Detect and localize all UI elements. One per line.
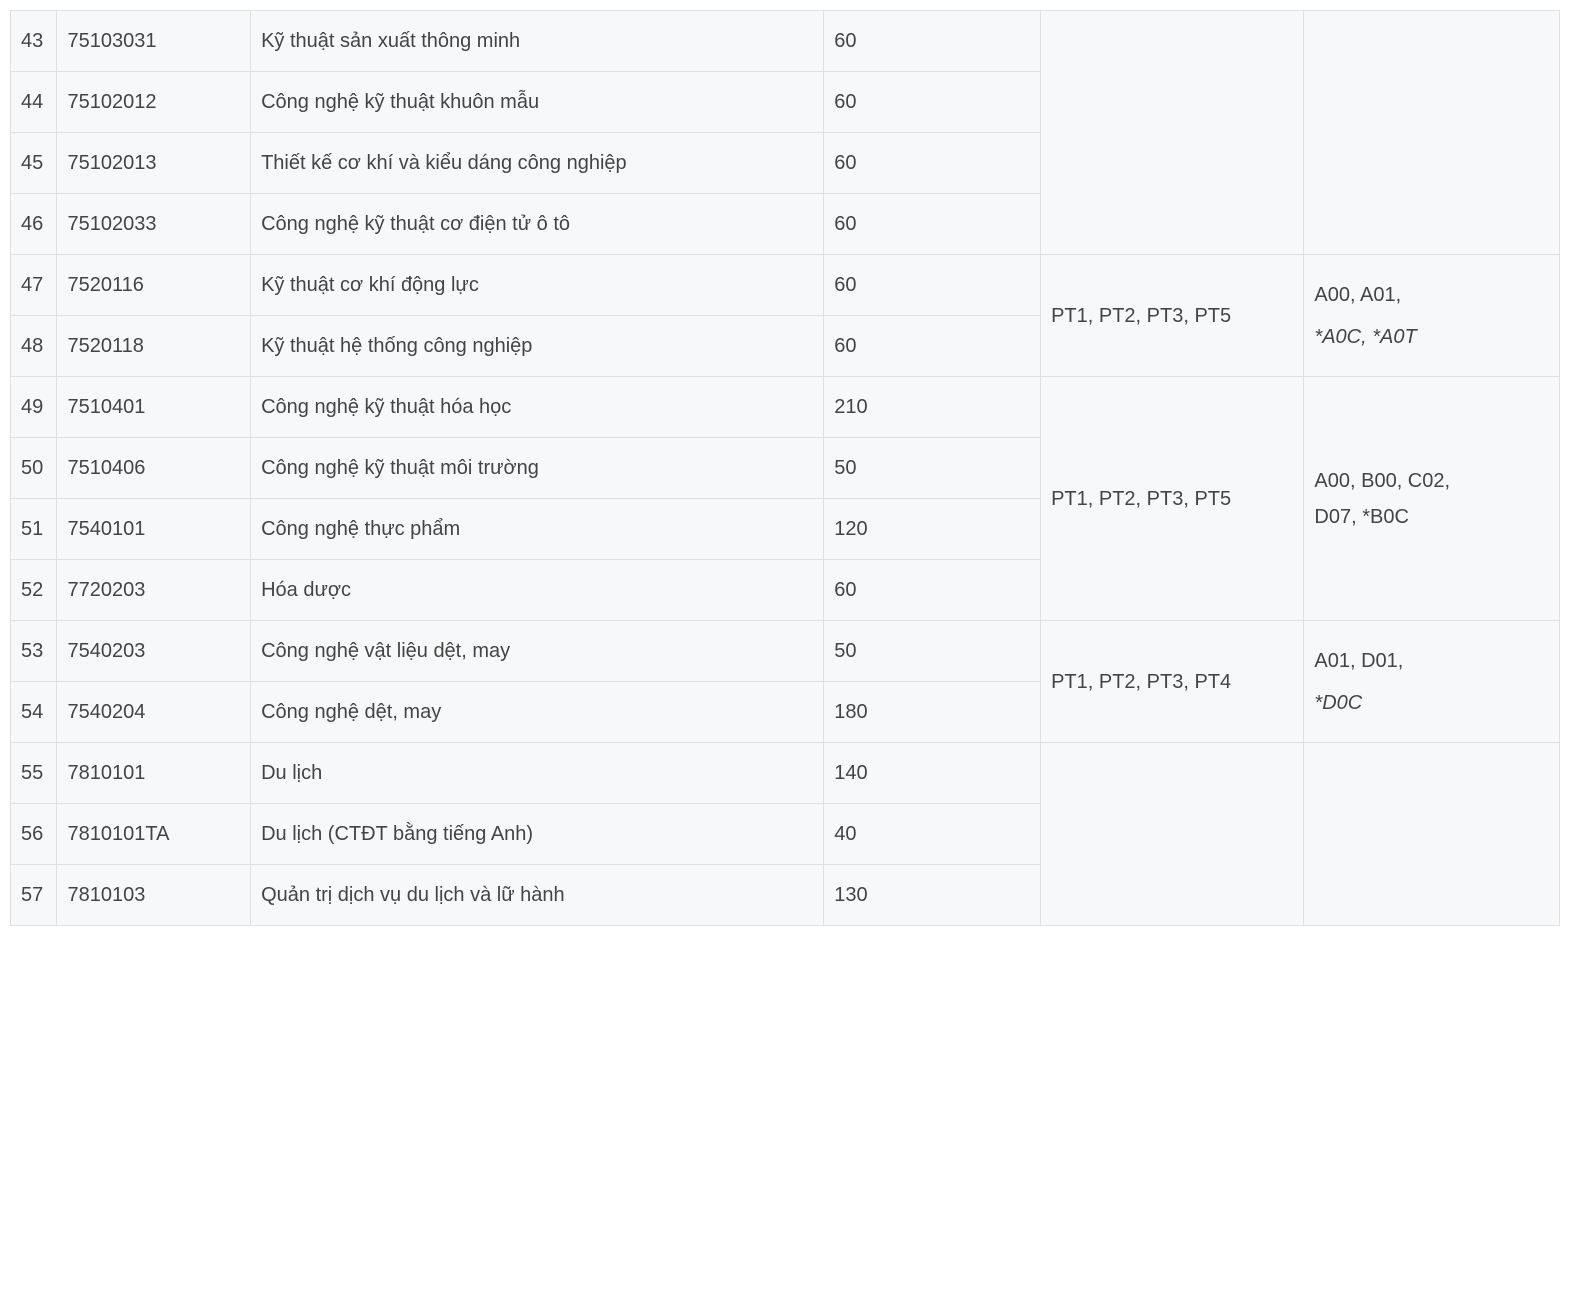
cell-quota: 60 — [824, 72, 1041, 133]
cell-quota: 180 — [824, 682, 1041, 743]
cell-idx: 56 — [11, 804, 57, 865]
cell-code: 7520118 — [57, 316, 251, 377]
cell-program-name: Du lịch (CTĐT bằng tiếng Anh) — [251, 804, 824, 865]
cell-code: 75102033 — [57, 194, 251, 255]
admissions-table: 43 75103031 Kỹ thuật sản xuất thông minh… — [10, 10, 1560, 926]
cell-code: 75103031 — [57, 11, 251, 72]
cell-code: 75102012 — [57, 72, 251, 133]
cell-idx: 57 — [11, 865, 57, 926]
groups-line-italic: *D0C — [1314, 689, 1549, 717]
cell-code: 7540203 — [57, 621, 251, 682]
groups-line-italic: *A0C, *A0T — [1314, 323, 1549, 351]
cell-program-name: Công nghệ kỹ thuật môi trường — [251, 438, 824, 499]
cell-idx: 50 — [11, 438, 57, 499]
cell-program-name: Kỹ thuật sản xuất thông minh — [251, 11, 824, 72]
cell-program-name: Công nghệ vật liệu dệt, may — [251, 621, 824, 682]
groups-line: A01, D01, — [1314, 647, 1549, 675]
cell-methods: PT1, PT2, PT3, PT5 — [1041, 255, 1304, 377]
table-row: 53 7540203 Công nghệ vật liệu dệt, may 5… — [11, 621, 1560, 682]
cell-program-name: Du lịch — [251, 743, 824, 804]
cell-methods — [1041, 11, 1304, 255]
cell-code: 75102013 — [57, 133, 251, 194]
cell-quota: 60 — [824, 316, 1041, 377]
cell-idx: 52 — [11, 560, 57, 621]
cell-subject-groups: A00, B00, C02, D07, *B0C — [1304, 377, 1560, 621]
cell-methods: PT1, PT2, PT3, PT5 — [1041, 377, 1304, 621]
cell-quota: 40 — [824, 804, 1041, 865]
cell-quota: 60 — [824, 133, 1041, 194]
groups-line: A00, A01, — [1314, 281, 1549, 309]
table-row: 47 7520116 Kỹ thuật cơ khí động lực 60 P… — [11, 255, 1560, 316]
table-row: 55 7810101 Du lịch 140 — [11, 743, 1560, 804]
cell-code: 7540204 — [57, 682, 251, 743]
cell-program-name: Công nghệ dệt, may — [251, 682, 824, 743]
table-row: 49 7510401 Công nghệ kỹ thuật hóa học 21… — [11, 377, 1560, 438]
cell-subject-groups: A01, D01, *D0C — [1304, 621, 1560, 743]
cell-idx: 54 — [11, 682, 57, 743]
cell-program-name: Công nghệ kỹ thuật khuôn mẫu — [251, 72, 824, 133]
cell-program-name: Hóa dược — [251, 560, 824, 621]
cell-quota: 140 — [824, 743, 1041, 804]
cell-code: 7810103 — [57, 865, 251, 926]
cell-program-name: Công nghệ thực phẩm — [251, 499, 824, 560]
cell-idx: 49 — [11, 377, 57, 438]
groups-line: A00, B00, C02, — [1314, 467, 1549, 495]
cell-quota: 210 — [824, 377, 1041, 438]
cell-methods: PT1, PT2, PT3, PT4 — [1041, 621, 1304, 743]
cell-code: 7720203 — [57, 560, 251, 621]
cell-program-name: Kỹ thuật hệ thống công nghiệp — [251, 316, 824, 377]
cell-idx: 48 — [11, 316, 57, 377]
cell-subject-groups — [1304, 743, 1560, 926]
cell-quota: 50 — [824, 438, 1041, 499]
cell-quota: 60 — [824, 255, 1041, 316]
cell-subject-groups — [1304, 11, 1560, 255]
cell-quota: 60 — [824, 560, 1041, 621]
cell-program-name: Công nghệ kỹ thuật hóa học — [251, 377, 824, 438]
cell-idx: 55 — [11, 743, 57, 804]
table-row: 43 75103031 Kỹ thuật sản xuất thông minh… — [11, 11, 1560, 72]
cell-idx: 51 — [11, 499, 57, 560]
cell-quota: 50 — [824, 621, 1041, 682]
cell-quota: 60 — [824, 11, 1041, 72]
cell-idx: 47 — [11, 255, 57, 316]
cell-code: 7520116 — [57, 255, 251, 316]
cell-program-name: Kỹ thuật cơ khí động lực — [251, 255, 824, 316]
cell-idx: 43 — [11, 11, 57, 72]
cell-program-name: Công nghệ kỹ thuật cơ điện tử ô tô — [251, 194, 824, 255]
cell-methods — [1041, 743, 1304, 926]
cell-program-name: Quản trị dịch vụ du lịch và lữ hành — [251, 865, 824, 926]
cell-program-name: Thiết kế cơ khí và kiểu dáng công nghiệp — [251, 133, 824, 194]
cell-quota: 120 — [824, 499, 1041, 560]
cell-quota: 60 — [824, 194, 1041, 255]
cell-code: 7510401 — [57, 377, 251, 438]
cell-code: 7540101 — [57, 499, 251, 560]
cell-code: 7810101TA — [57, 804, 251, 865]
cell-code: 7510406 — [57, 438, 251, 499]
cell-idx: 53 — [11, 621, 57, 682]
cell-idx: 46 — [11, 194, 57, 255]
groups-line: D07, *B0C — [1314, 503, 1549, 531]
cell-code: 7810101 — [57, 743, 251, 804]
cell-quota: 130 — [824, 865, 1041, 926]
cell-idx: 45 — [11, 133, 57, 194]
cell-subject-groups: A00, A01, *A0C, *A0T — [1304, 255, 1560, 377]
cell-idx: 44 — [11, 72, 57, 133]
